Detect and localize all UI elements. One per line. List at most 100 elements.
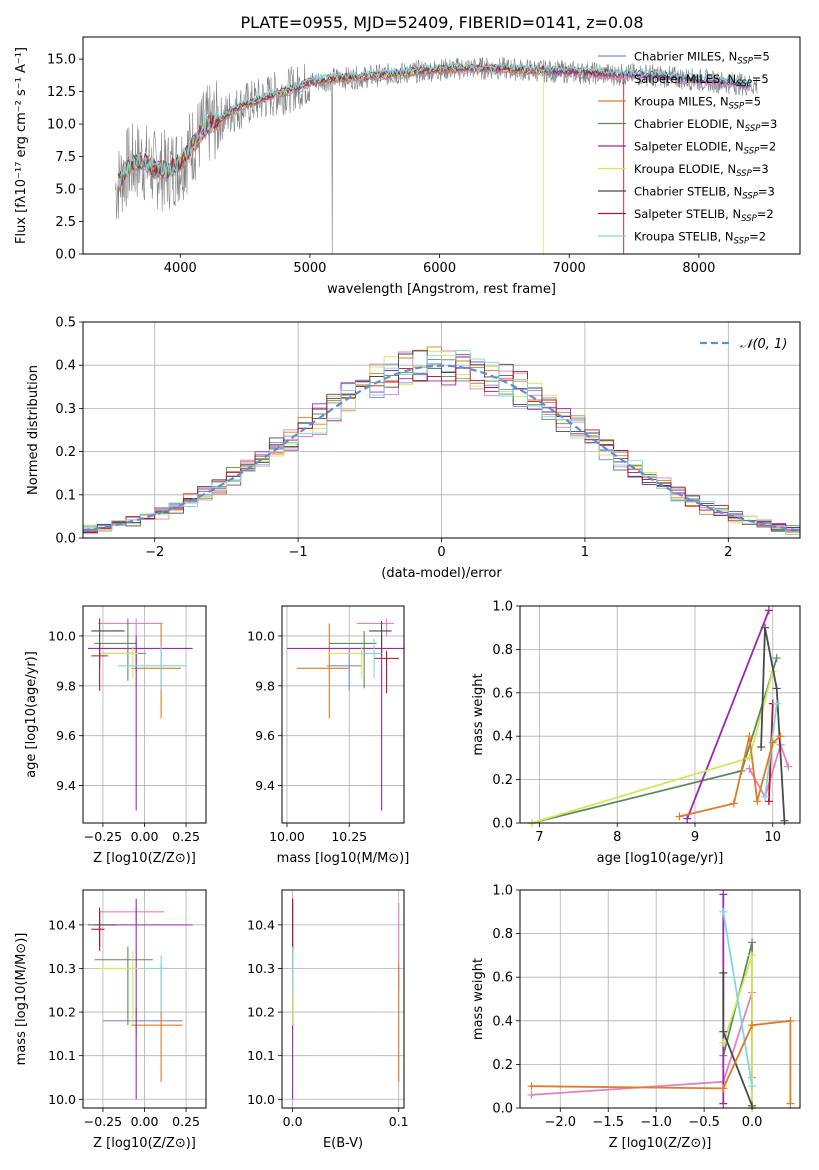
- x-axis-label: E(B-V): [323, 1136, 363, 1151]
- weight-marker: [757, 743, 766, 752]
- y-tick-label: 0.8: [492, 927, 513, 942]
- panel-residuals: −2 −1 0 1 2 0.0 0.1 0.2 0.3 0.4 0.5 (data-model)/er…: [26, 316, 801, 581]
- figure-title: PLATE=0955, MJD=52409, FIBERID=0141, z=0…: [240, 13, 643, 32]
- y-tick-label: 0.0: [492, 817, 513, 832]
- spectrum-legend: Chabrier MILES, NSSP=5 Salpeter MILES, NS…: [598, 50, 777, 247]
- weight-marker: [748, 951, 757, 960]
- weight-marker: [729, 799, 738, 808]
- y-axis-label: mass [log10(M/M⊙)]: [14, 933, 29, 1066]
- axes-frame: [281, 605, 405, 824]
- y-tick-label: 9.4: [255, 778, 275, 793]
- weight-marker: [786, 1016, 795, 1025]
- normal-curve: [82, 364, 801, 532]
- x-tick-label: 10: [765, 830, 782, 845]
- weight-marker: [683, 814, 692, 823]
- weight-marker: [768, 738, 777, 747]
- y-axis-label: mass weight: [471, 673, 486, 755]
- weight-marker: [776, 732, 785, 741]
- y-tick-label: 1.0: [492, 600, 513, 615]
- y-tick-label: 9.8: [255, 678, 275, 693]
- y-tick-label: 10.0: [48, 1092, 76, 1107]
- weight-marker: [753, 797, 762, 806]
- axes-frame: [82, 889, 207, 1109]
- x-tick-label: −0.25: [84, 1114, 122, 1129]
- weight-line-5: [722, 911, 753, 1087]
- x-tick-label: 10.25: [331, 829, 367, 844]
- x-tick-label: −1.0: [640, 1115, 672, 1130]
- y-tick-label: 0.6: [492, 971, 513, 986]
- axes-frame: [82, 605, 207, 824]
- plots-layer: 4000 5000 6000 7000 80000.02.55.07.510.012.5…: [14, 36, 801, 1151]
- y-tick-label: 0.4: [55, 359, 76, 374]
- x-axis-label: Z [log10(Z/Z⊙)]: [609, 1136, 712, 1151]
- model-spectrum-8: [117, 61, 752, 187]
- x-tick-label: 5000: [293, 261, 326, 276]
- weight-marker: [719, 1027, 728, 1036]
- y-tick-label: 0.4: [492, 730, 513, 745]
- axes-frame: [519, 889, 801, 1109]
- x-tick-label: −0.25: [84, 829, 122, 844]
- weight-marker: [761, 792, 769, 801]
- x-tick-label: −2.0: [544, 1115, 576, 1130]
- panel-mass-vs-ebv: 0.0 0.1 10.0 10.1 10.2 10.3 10.4 E(B-V): [247, 889, 409, 1151]
- y-tick-label: 0.4: [492, 1014, 513, 1029]
- weight-marker: [772, 654, 781, 663]
- x-tick-label: 0.00: [131, 1114, 159, 1129]
- x-tick-label: 2: [724, 545, 732, 560]
- x-axis-label: Z [log10(Z/Z⊙)]: [93, 851, 196, 866]
- weight-marker: [719, 890, 728, 899]
- x-tick-label: 10.00: [269, 829, 305, 844]
- x-tick-label: 9: [691, 830, 699, 845]
- weight-marker: [772, 699, 781, 708]
- y-tick-label: 9.4: [56, 778, 76, 793]
- legend-label: Chabrier STELIB, NSSP=3: [634, 185, 775, 202]
- spectrum-plot-area: [115, 57, 758, 254]
- weight-marker: [748, 1021, 757, 1030]
- weight-marker: [745, 732, 754, 741]
- y-tick-label: 10.0: [247, 628, 275, 643]
- weight-marker: [761, 623, 769, 632]
- observed-spectrum: [115, 57, 758, 254]
- y-axis-label: Normed distribution: [26, 365, 41, 495]
- weight-marker: [748, 1082, 757, 1091]
- y-tick-label: 0.0: [492, 1102, 513, 1117]
- axes-frame: [82, 36, 801, 255]
- weight-marker: [748, 1101, 757, 1110]
- y-tick-label: 0.3: [55, 402, 76, 417]
- panel-age-vs-Z: −0.25 0.00 0.25 9.4 9.6 9.8 10.0 Z [log10(Z/Z⊙)…: [24, 605, 207, 866]
- y-tick-label: 10.4: [48, 917, 76, 932]
- y-tick-label: 0.2: [55, 445, 76, 460]
- x-axis-label: Z [log10(Z/Z⊙)]: [93, 1136, 196, 1151]
- legend-label: Kroupa MILES, NSSP=5: [634, 95, 761, 112]
- weight-line-7: [679, 735, 782, 818]
- legend-label: Chabrier MILES, NSSP=5: [634, 50, 770, 67]
- y-tick-label: 10.0: [47, 118, 76, 133]
- axes-frame: [82, 321, 801, 539]
- y-tick-label: 0.5: [55, 316, 76, 331]
- x-tick-label: 0.25: [172, 1114, 200, 1129]
- y-tick-label: 2.5: [55, 215, 76, 230]
- weight-marker: [772, 684, 781, 693]
- x-tick-label: 0.0: [742, 1115, 763, 1130]
- weight-marker: [527, 1090, 536, 1099]
- panel-age-vs-mass: 10.00 10.25 9.4 9.6 9.8 10.0 mass [log10(M/M⊙)…: [247, 605, 410, 866]
- y-tick-label: 9.6: [255, 728, 275, 743]
- y-tick-label: 10.3: [48, 961, 76, 976]
- model-spectrum-7: [117, 62, 625, 254]
- y-tick-label: 0.2: [492, 773, 513, 788]
- histogram-series-5: [83, 350, 800, 534]
- y-tick-label: 10.0: [247, 1092, 275, 1107]
- weight-marker: [527, 1082, 536, 1091]
- x-axis-label: wavelength [Angstrom, rest frame]: [327, 282, 556, 297]
- weight-marker: [748, 938, 757, 947]
- weight-marker: [786, 1099, 795, 1108]
- x-tick-label: 0.1: [389, 1114, 409, 1129]
- y-tick-label: 10.0: [48, 628, 76, 643]
- weight-marker: [745, 764, 754, 773]
- weight-marker: [719, 907, 728, 916]
- x-axis-label: mass [log10(M/M⊙)]: [277, 851, 410, 866]
- x-tick-label: 6000: [423, 261, 456, 276]
- legend-label-normal: 𝒩(0, 1): [740, 337, 787, 352]
- x-tick-label: −1.5: [592, 1115, 624, 1130]
- x-tick-label: 0: [437, 545, 445, 560]
